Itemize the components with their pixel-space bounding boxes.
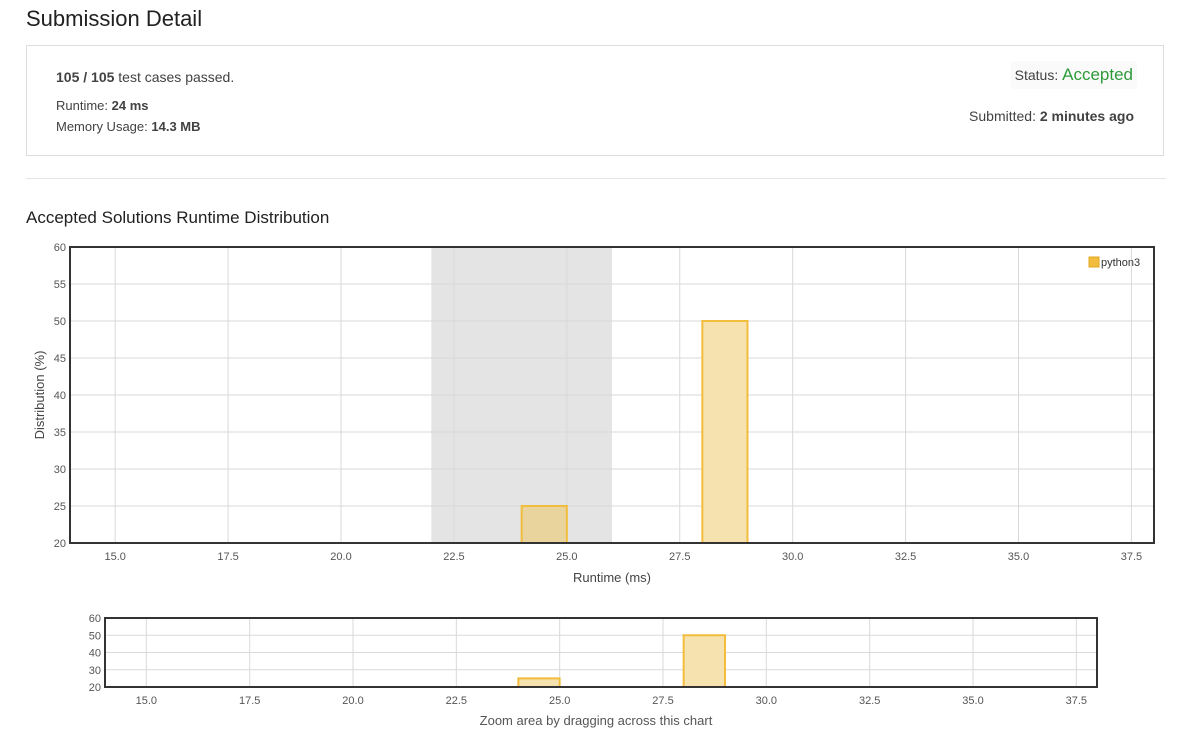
main-y-tick-label: 60 [54,242,66,254]
section-divider [26,178,1166,179]
main-y-tick-label: 45 [54,353,66,365]
nav-x-tick-label: 20.0 [342,695,363,707]
memory-label: Memory Usage: [56,119,148,134]
test-cases-count: 105 / 105 [56,69,115,85]
runtime-value: 24 ms [111,98,149,113]
nav-x-tick-label: 27.5 [652,695,673,707]
memory-row: Memory Usage: 14.3 MB [56,119,201,134]
submitted-label: Submitted: [969,108,1036,124]
main-y-tick-label: 55 [54,279,66,291]
nav-plot-border [104,617,1098,688]
main-x-tick-label: 27.5 [669,551,690,563]
runtime-distribution-chart[interactable]: 15.0 17.5 20.0 22.5 25.0 27.5 30.0 32.5 35.0 37.5… [0,236,1192,592]
main-y-tick-label: 50 [54,316,66,328]
main-x-tick-label: 35.0 [1008,551,1029,563]
submitted-row: Submitted: 2 minutes ago [969,108,1134,124]
main-bar [701,320,749,544]
navigator-chart[interactable]: 15.0 17.5 20.0 22.5 25.0 27.5 30.0 32.5 35.0 37.5… [0,606,1192,737]
status-box: Status: Accepted [1010,61,1137,89]
main-x-tick-label: 22.5 [443,551,464,563]
runtime-row: Runtime: 24 ms [56,98,149,113]
nav-y-tick-label: 20 [89,682,101,694]
main-x-tick-label: 25.0 [556,551,577,563]
test-cases-summary: 105 / 105 test cases passed. [56,69,234,85]
submitted-value: 2 minutes ago [1039,108,1134,124]
main-y-tick-label: 35 [54,427,66,439]
nav-bar [517,677,561,688]
status-label: Status: [1014,67,1059,83]
nav-x-tick-label: 35.0 [962,695,983,707]
status-badge[interactable]: Accepted [1062,65,1133,84]
main-y-tick-label: 30 [54,464,66,476]
nav-bar [682,634,727,688]
main-x-tick-label: 32.5 [895,551,916,563]
main-y-tick-label: 25 [54,501,66,513]
chart-title: Accepted Solutions Runtime Distribution [26,208,330,227]
nav-x-tick-label: 30.0 [756,695,777,707]
main-x-tick-label: 37.5 [1121,551,1142,563]
zoom-hint: Zoom area by dragging across this chart [480,713,713,728]
main-bar [520,505,568,544]
nav-x-tick-label: 25.0 [549,695,570,707]
runtime-label: Runtime: [56,98,109,113]
main-plot-border [69,246,1155,544]
nav-y-tick-label: 50 [89,630,101,642]
nav-y-tick-label: 30 [89,665,101,677]
main-x-tick-label: 30.0 [782,551,803,563]
main-legend-label: python3 [1101,257,1140,269]
main-x-tick-label: 15.0 [104,551,125,563]
main-y-tick-label: 20 [54,538,66,550]
nav-x-tick-label: 32.5 [859,695,880,707]
nav-y-tick-label: 40 [89,648,101,660]
main-x-axis-title: Runtime (ms) [573,570,651,585]
nav-x-tick-label: 15.0 [136,695,157,707]
main-legend-swatch [1088,256,1100,268]
main-x-tick-label: 17.5 [217,551,238,563]
page-title: Submission Detail [26,6,203,31]
test-cases-label: test cases passed. [118,69,235,85]
main-y-axis-title: Distribution (%) [32,351,47,440]
nav-x-tick-label: 17.5 [239,695,260,707]
submission-result-panel: 105 / 105 test cases passed. Runtime: 24… [26,45,1164,156]
nav-x-tick-label: 22.5 [446,695,467,707]
nav-y-tick-label: 60 [89,613,101,625]
main-x-tick-label: 20.0 [330,551,351,563]
nav-x-tick-label: 37.5 [1066,695,1087,707]
main-y-tick-label: 40 [54,390,66,402]
memory-value: 14.3 MB [151,119,201,134]
